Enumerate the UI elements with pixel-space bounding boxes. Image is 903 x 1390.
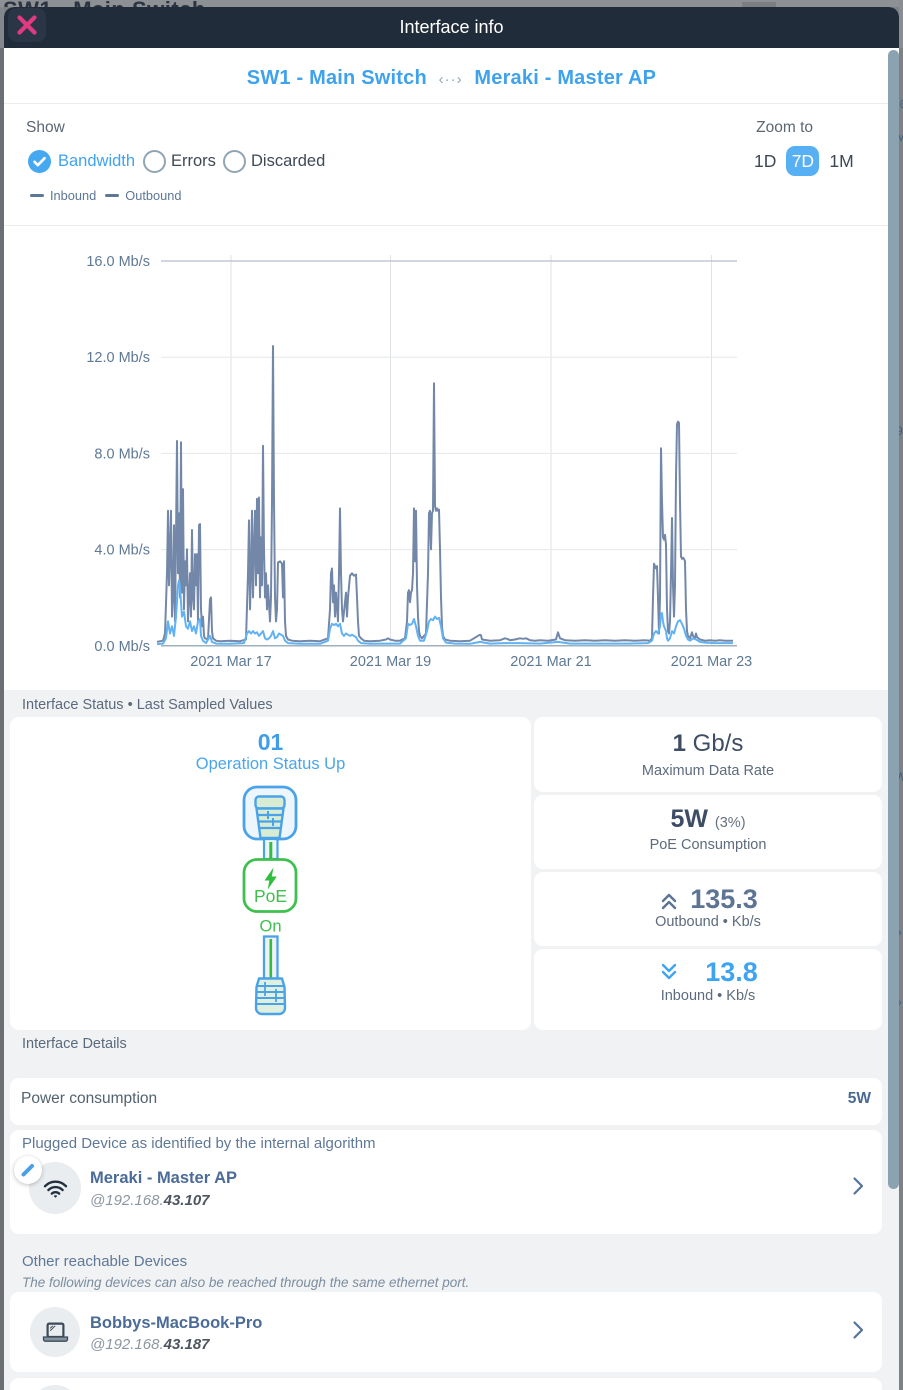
svg-text:0.0 Mb/s: 0.0 Mb/s: [94, 639, 150, 655]
svg-text:8.0 Mb/s: 8.0 Mb/s: [94, 446, 150, 462]
svg-text:12.0 Mb/s: 12.0 Mb/s: [86, 350, 150, 366]
svg-text:2021 Mar 19: 2021 Mar 19: [350, 654, 431, 670]
svg-text:PoE: PoE: [254, 886, 287, 906]
svg-text:2021 Mar 23: 2021 Mar 23: [671, 654, 752, 670]
svg-text:2021 Mar 17: 2021 Mar 17: [190, 654, 271, 670]
svg-text:4.0 Mb/s: 4.0 Mb/s: [94, 543, 150, 559]
svg-text:2021 Mar 21: 2021 Mar 21: [510, 654, 591, 670]
svg-text:16.0 Mb/s: 16.0 Mb/s: [86, 254, 150, 270]
svg-text:On: On: [259, 918, 281, 936]
